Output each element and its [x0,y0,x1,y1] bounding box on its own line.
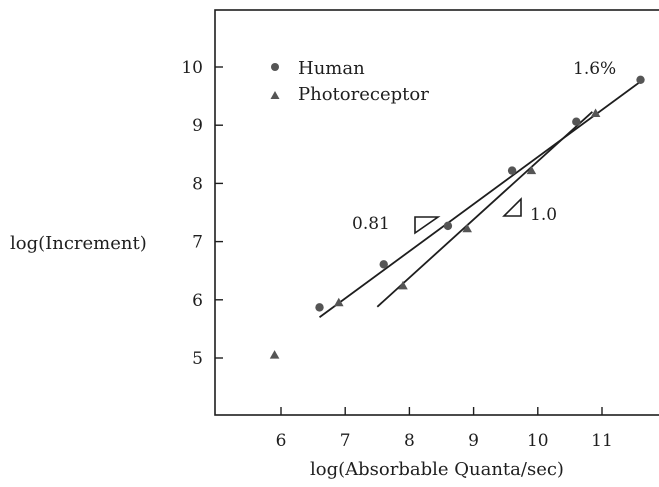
legend-marker-photoreceptor [270,91,280,99]
axes: 6 7 8 9 10 11 5 6 7 8 9 10 [181,58,612,451]
x-tick-label: 9 [468,431,479,451]
legend: Human Photoreceptor [270,58,429,105]
fit-line-photoreceptor [376,111,593,308]
data-point-photoreceptor [269,350,280,359]
data-points [269,75,645,359]
fit-lines [318,80,642,318]
y-tick-label: 6 [192,291,203,311]
annotation-percent: 1.6% [573,59,616,79]
data-point-human [379,260,388,269]
data-point-photoreceptor [526,165,537,175]
x-tick-label: 11 [591,431,613,451]
legend-marker-human [271,63,279,71]
fit-line-human [318,80,642,318]
y-tick-label: 9 [192,116,203,136]
data-point-human [636,75,645,85]
data-point-human [315,303,324,312]
x-tick-label: 6 [276,431,287,451]
data-point-photoreceptor [333,297,344,307]
legend-label-human: Human [298,58,365,79]
y-tick-label: 8 [192,174,203,194]
data-point-photoreceptor [590,108,601,118]
annotation-slope-photoreceptor: 1.0 [530,205,557,225]
legend-label-photoreceptor: Photoreceptor [298,84,429,105]
y-axis-label: log(Increment) [10,233,147,254]
plot-frame [214,9,659,416]
x-axis-label: log(Absorbable Quanta/sec) [310,459,564,480]
x-tick-label: 7 [340,431,351,451]
slope-triangle-icon [502,197,522,217]
x-tick-label: 10 [527,431,549,451]
data-point-human [507,166,517,175]
x-tick-label: 8 [404,431,415,451]
y-tick-label: 10 [181,58,203,78]
y-tick-label: 7 [192,233,203,253]
annotation-slope-human: 0.81 [352,214,390,234]
y-tick-label: 5 [192,349,203,369]
slope-triangle-icon [414,216,441,235]
data-point-human [572,117,581,126]
data-point-human [443,221,453,231]
data-point-photoreceptor [398,280,408,290]
data-point-photoreceptor [462,223,472,233]
